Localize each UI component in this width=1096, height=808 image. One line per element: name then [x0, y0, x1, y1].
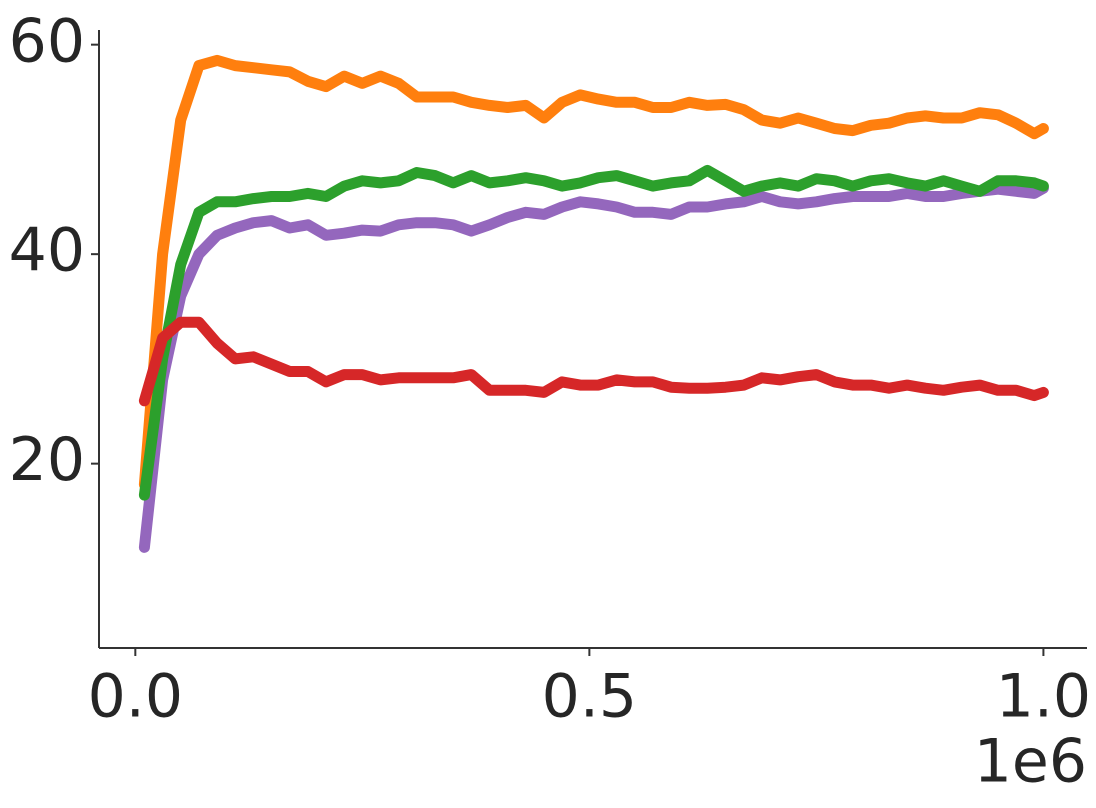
x-tick-label: 0.5 — [542, 662, 637, 732]
series-line — [138, 164, 1049, 501]
y-tick-label: 60 — [9, 6, 85, 76]
y-tick-label: 40 — [9, 216, 85, 286]
series-line — [138, 54, 1049, 491]
x-tick-label: 0.0 — [88, 662, 183, 732]
y-tick-label: 20 — [9, 425, 85, 495]
x-offset-label: 1e6 — [974, 727, 1087, 797]
series-line — [138, 182, 1049, 553]
x-tick-label: 1.0 — [996, 662, 1091, 732]
series-line — [138, 316, 1049, 407]
